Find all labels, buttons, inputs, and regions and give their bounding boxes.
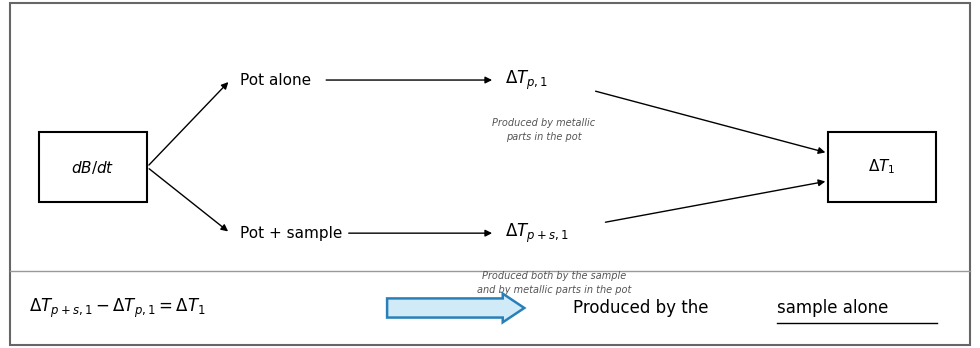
Bar — [828, 132, 936, 202]
Text: Produced by metallic
parts in the pot: Produced by metallic parts in the pot — [492, 118, 596, 142]
Text: $\Delta T_{p,1}$: $\Delta T_{p,1}$ — [505, 69, 548, 92]
Text: $\Delta T_{p+s,1}$: $\Delta T_{p+s,1}$ — [505, 222, 568, 245]
Text: Pot + sample: Pot + sample — [240, 226, 342, 241]
Text: Pot alone: Pot alone — [240, 72, 312, 88]
Text: $dB/dt$: $dB/dt$ — [72, 159, 115, 175]
Text: Produced by the: Produced by the — [573, 299, 714, 317]
Text: Produced both by the sample
and by metallic parts in the pot: Produced both by the sample and by metal… — [476, 271, 631, 295]
Text: sample alone: sample alone — [777, 299, 889, 317]
Text: $\Delta T_{p+s,1} - \Delta T_{p,1} = \Delta T_1$: $\Delta T_{p+s,1} - \Delta T_{p,1} = \De… — [29, 296, 206, 319]
Bar — [39, 132, 147, 202]
Text: $\Delta T_1$: $\Delta T_1$ — [868, 158, 896, 176]
FancyArrow shape — [387, 294, 524, 322]
